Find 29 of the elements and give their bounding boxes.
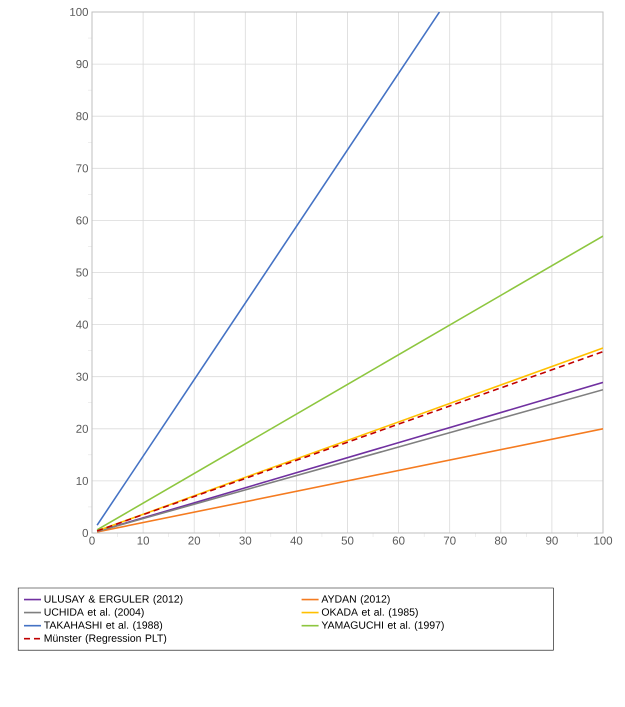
x-tick-label: 40 [290,536,302,545]
x-tick-label: 50 [342,536,354,545]
x-tick-label: 100 [594,536,612,545]
x-tick-label: 20 [188,536,200,545]
legend-label: ULUSAY & ERGULER (2012) [44,594,182,605]
legend-label: TAKAHASHI et al. (1988) [44,621,162,631]
y-tick-label: 70 [76,164,88,172]
x-tick-label: 60 [392,536,405,545]
y-tick-label: 40 [76,320,88,329]
x-tick-label: 30 [239,536,252,545]
y-tick-label: 0 [82,528,88,538]
y-tick-label: 50 [76,268,88,277]
y-tick-label: 20 [76,424,88,433]
x-tick-label: 80 [494,536,507,545]
legend-label: UCHIDA et al. (2004) [44,608,144,618]
x-tick-label: 0 [89,536,95,545]
y-tick-label: 100 [70,8,88,16]
y-tick-label: 90 [76,60,88,68]
legend-label: YAMAGUCHI et al. (1997) [322,621,444,631]
legend-label: Münster (Regression PLT) [44,634,166,644]
y-tick-label: 30 [76,372,88,381]
y-tick-label: 10 [76,476,88,485]
x-tick-label: 10 [138,536,150,545]
legend-label: AYDAN (2012) [321,594,390,605]
x-tick-label: 90 [546,536,558,545]
y-tick-label: 80 [76,112,88,120]
legend-label: OKADA et al. (1985) [322,608,418,618]
y-tick-label: 60 [76,216,88,224]
x-tick-label: 70 [444,536,456,545]
